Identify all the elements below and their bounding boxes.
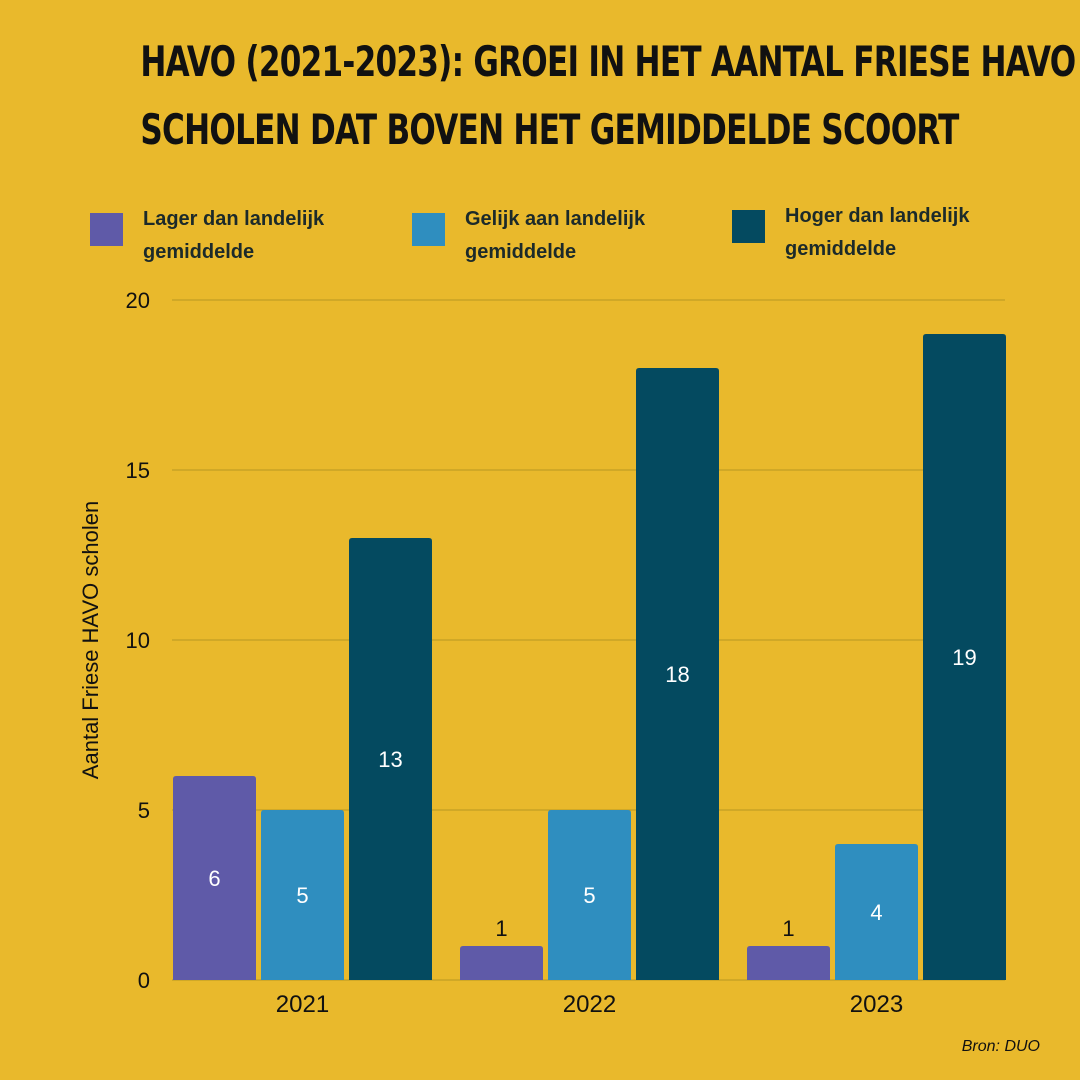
y-tick-label: 10 bbox=[126, 628, 150, 653]
y-tick-label: 20 bbox=[126, 288, 150, 313]
bar-value-label: 4 bbox=[870, 900, 882, 925]
bar bbox=[349, 538, 432, 980]
y-axis-label: Aantal Friese HAVO scholen bbox=[78, 501, 103, 779]
source-note: Bron: DUO bbox=[961, 1038, 1040, 1055]
bar-value-label: 19 bbox=[952, 645, 976, 670]
bar-value-label: 1 bbox=[495, 916, 507, 941]
legend-swatch-gelijk bbox=[412, 213, 445, 246]
bar bbox=[835, 844, 918, 980]
bar bbox=[173, 776, 256, 980]
chart-title: HAVO (2021-2023): GROEI IN HET AANTAL FR… bbox=[140, 28, 1076, 164]
bar bbox=[548, 810, 631, 980]
bar-value-label: 5 bbox=[296, 883, 308, 908]
bar bbox=[460, 946, 543, 980]
bar bbox=[261, 810, 344, 980]
x-tick-label: 2022 bbox=[563, 991, 616, 1018]
bar bbox=[923, 334, 1006, 980]
bar bbox=[747, 946, 830, 980]
chart-title-line-1: HAVO (2021-2023): GROEI IN HET AANTAL FR… bbox=[140, 37, 1076, 86]
x-tick-label: 2023 bbox=[850, 991, 903, 1018]
bar-value-label: 13 bbox=[378, 747, 402, 772]
legend-label-lager: Lager dan landelijk gemiddelde bbox=[143, 208, 325, 263]
legend-item-hoger: Hoger dan landelijk gemiddelde bbox=[732, 200, 1025, 266]
bar-value-label: 1 bbox=[782, 916, 794, 941]
legend-item-lager: Lager dan landelijk gemiddelde bbox=[90, 203, 383, 269]
legend-label-hoger: Hoger dan landelijk gemiddelde bbox=[785, 205, 970, 260]
legend-item-gelijk: Gelijk aan landelijk gemiddelde bbox=[412, 203, 705, 269]
y-tick-label: 5 bbox=[138, 798, 150, 823]
bar bbox=[636, 368, 719, 980]
y-tick-label: 0 bbox=[138, 968, 150, 993]
legend-label-gelijk: Gelijk aan landelijk gemiddelde bbox=[465, 208, 646, 263]
legend-swatch-lager bbox=[90, 213, 123, 246]
chart-title-line-2: SCHOLEN DAT BOVEN HET GEMIDDELDE SCOORT bbox=[140, 105, 959, 154]
legend-swatch-hoger bbox=[732, 210, 765, 243]
bar-value-label: 6 bbox=[208, 866, 220, 891]
x-tick-label: 2021 bbox=[276, 991, 329, 1018]
bar-value-label: 5 bbox=[583, 883, 595, 908]
bar-value-label: 18 bbox=[665, 662, 689, 687]
y-tick-label: 15 bbox=[126, 458, 150, 483]
